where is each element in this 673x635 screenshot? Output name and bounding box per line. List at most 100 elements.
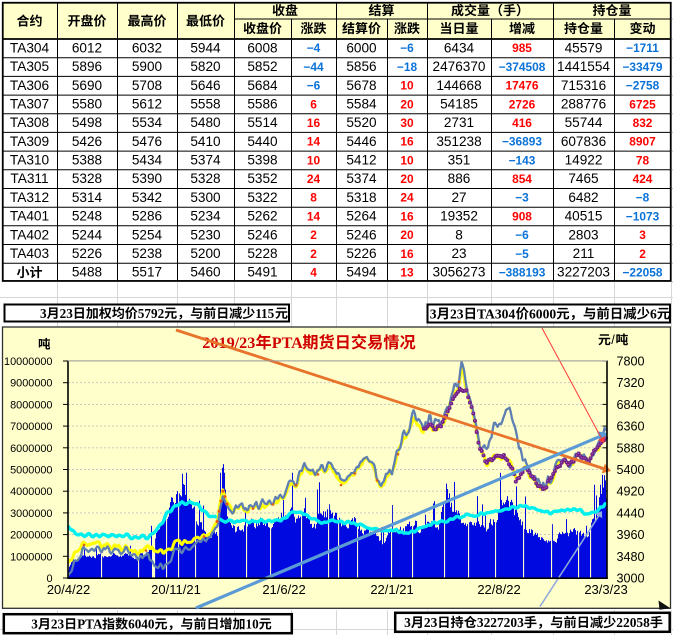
svg-text:TA304: TA304 — [477, 306, 515, 321]
svg-text:5944: 5944 — [190, 40, 221, 55]
svg-text:−374508: −374508 — [499, 60, 546, 74]
svg-text:40515: 40515 — [565, 209, 603, 224]
svg-text:5314: 5314 — [72, 190, 103, 205]
svg-text:5792: 5792 — [138, 306, 165, 321]
svg-text:8907: 8907 — [629, 135, 656, 149]
svg-text:23/3/23: 23/3/23 — [584, 582, 627, 597]
svg-text:3: 3 — [639, 228, 646, 242]
svg-text:−33479: −33479 — [622, 60, 662, 74]
svg-text:6012: 6012 — [72, 40, 102, 55]
svg-text:4000000: 4000000 — [10, 486, 52, 498]
svg-text:TA304: TA304 — [10, 40, 50, 55]
svg-text:22/1/21: 22/1/21 — [370, 582, 413, 597]
svg-text:5374: 5374 — [346, 171, 377, 186]
svg-text:1441554: 1441554 — [557, 59, 610, 74]
svg-text:5228: 5228 — [247, 246, 277, 261]
svg-text:832: 832 — [633, 116, 653, 130]
svg-text:4920: 4920 — [617, 485, 645, 499]
svg-text:5514: 5514 — [247, 115, 278, 130]
svg-text:5286: 5286 — [132, 209, 162, 224]
svg-text:10: 10 — [307, 153, 321, 167]
svg-text:10: 10 — [400, 153, 414, 167]
svg-text:2: 2 — [310, 228, 317, 242]
svg-text:TA312: TA312 — [10, 190, 49, 205]
svg-text:20: 20 — [400, 97, 414, 111]
svg-text:23: 23 — [424, 615, 438, 630]
svg-text:3227203: 3227203 — [557, 265, 610, 280]
svg-text:TA306: TA306 — [10, 78, 50, 93]
svg-text:TA307: TA307 — [10, 97, 49, 112]
svg-text:288776: 288776 — [561, 97, 606, 112]
svg-text:23: 23 — [450, 306, 464, 321]
svg-text:5322: 5322 — [247, 190, 277, 205]
svg-text:5254: 5254 — [132, 227, 163, 242]
svg-text:45579: 45579 — [565, 40, 603, 55]
svg-text:5534: 5534 — [132, 115, 163, 130]
svg-text:19352: 19352 — [440, 209, 478, 224]
svg-text:607836: 607836 — [561, 134, 606, 149]
svg-text:5440: 5440 — [247, 134, 278, 149]
svg-text:8: 8 — [310, 191, 317, 205]
svg-text:5520: 5520 — [346, 115, 377, 130]
svg-text:5434: 5434 — [132, 153, 163, 168]
svg-text:6040: 6040 — [128, 617, 155, 632]
svg-text:16: 16 — [307, 116, 321, 130]
svg-text:2726: 2726 — [509, 97, 536, 111]
svg-text:5400: 5400 — [617, 463, 645, 477]
svg-text:TA308: TA308 — [10, 115, 50, 130]
svg-text:5374: 5374 — [190, 153, 221, 168]
svg-text:5248: 5248 — [72, 209, 102, 224]
svg-text:7320: 7320 — [617, 376, 645, 390]
svg-text:5900: 5900 — [132, 59, 163, 74]
svg-text:5246: 5246 — [247, 227, 277, 242]
svg-text:16: 16 — [400, 247, 414, 261]
svg-text:−36893: −36893 — [502, 135, 542, 149]
svg-text:6482: 6482 — [568, 190, 598, 205]
svg-text:5412: 5412 — [346, 153, 376, 168]
svg-text:144668: 144668 — [436, 78, 481, 93]
svg-text:3056273: 3056273 — [433, 265, 486, 280]
svg-text:5584: 5584 — [346, 97, 377, 112]
svg-text:908: 908 — [512, 209, 532, 223]
svg-text:PTA: PTA — [272, 334, 303, 352]
svg-text:13: 13 — [400, 266, 414, 280]
svg-text:5580: 5580 — [72, 97, 103, 112]
svg-text:30: 30 — [400, 116, 414, 130]
svg-text:17476: 17476 — [505, 79, 538, 93]
svg-text:6: 6 — [310, 97, 317, 111]
svg-text:TA403: TA403 — [10, 246, 50, 261]
svg-text:−22058: −22058 — [622, 266, 662, 280]
svg-text:24: 24 — [307, 172, 321, 186]
svg-text:−6: −6 — [515, 228, 529, 242]
svg-text:5238: 5238 — [132, 246, 162, 261]
svg-text:54185: 54185 — [440, 97, 478, 112]
svg-text:−8: −8 — [636, 191, 650, 205]
svg-text:6360: 6360 — [617, 420, 645, 434]
svg-text:5390: 5390 — [132, 171, 163, 186]
svg-text:5558: 5558 — [190, 97, 220, 112]
svg-text:−4: −4 — [307, 41, 321, 55]
svg-text:5264: 5264 — [346, 209, 377, 224]
svg-text:−388193: −388193 — [499, 266, 546, 280]
svg-text:5612: 5612 — [132, 97, 162, 112]
svg-text:2476370: 2476370 — [433, 59, 486, 74]
svg-text:14922: 14922 — [565, 153, 603, 168]
svg-text:5690: 5690 — [72, 78, 103, 93]
svg-text:−5: −5 — [515, 247, 529, 261]
svg-text:−2758: −2758 — [626, 79, 660, 93]
svg-text:416: 416 — [512, 116, 532, 130]
svg-text:5480: 5480 — [190, 115, 221, 130]
svg-text:23: 23 — [60, 306, 74, 321]
svg-text:2: 2 — [639, 247, 646, 261]
svg-text:5646: 5646 — [190, 78, 220, 93]
svg-text:5880: 5880 — [617, 441, 645, 455]
svg-text:2: 2 — [310, 247, 317, 261]
svg-text:5262: 5262 — [247, 209, 277, 224]
svg-text:−18: −18 — [397, 60, 418, 74]
svg-text:2803: 2803 — [568, 227, 598, 242]
svg-text:1000000: 1000000 — [10, 551, 52, 563]
svg-text:4440: 4440 — [617, 506, 645, 520]
svg-text:3960: 3960 — [617, 528, 645, 542]
svg-text:3227203: 3227203 — [477, 615, 524, 630]
svg-text:21/6/22: 21/6/22 — [262, 582, 305, 597]
